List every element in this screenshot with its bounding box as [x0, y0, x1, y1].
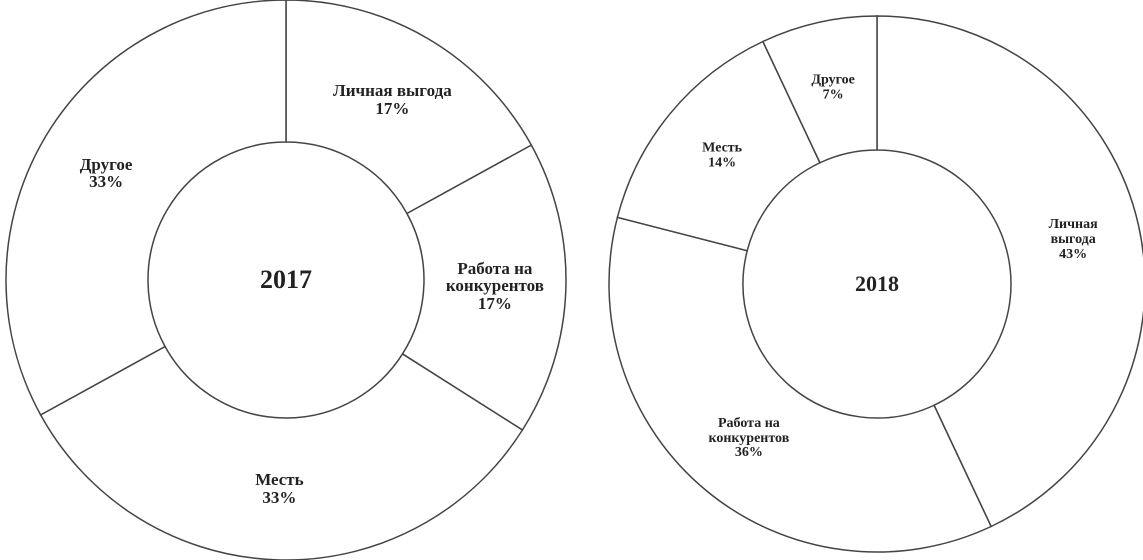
segment-label: Работа на конкурентов 17%: [430, 258, 560, 314]
donut-segment: [876, 15, 1143, 528]
segment-label: Другое 33%: [79, 154, 133, 192]
value-label: 33%: [89, 172, 124, 192]
donut-segment: [285, 0, 533, 215]
category-label: Личная выгода: [1048, 217, 1098, 247]
donut-segment: [401, 144, 567, 432]
donut-segment: [608, 216, 993, 553]
value-label: 36%: [734, 445, 763, 461]
value-label: 33%: [262, 487, 297, 507]
value-label: 43%: [1059, 246, 1088, 262]
chart-title: 2018: [855, 271, 899, 296]
category-label: Работа на конкурентов: [708, 415, 790, 446]
chart-title: 2017: [260, 265, 312, 294]
value-label: 14%: [708, 154, 737, 170]
category-label: Другое: [811, 72, 855, 88]
value-label: 17%: [375, 99, 410, 119]
category-label: Месть: [255, 470, 304, 490]
donut-segment: [616, 40, 821, 252]
segment-label: Другое 7%: [811, 72, 855, 102]
category-label: Работа на конкурентов: [445, 258, 544, 296]
donut-segment: [39, 345, 524, 560]
category-label: Личная выгода: [333, 81, 452, 101]
category-label: Месть: [702, 140, 743, 156]
value-label: 17%: [477, 294, 512, 314]
category-label: Другое: [79, 154, 133, 174]
segment-label: Месть 14%: [702, 140, 743, 170]
segment-label: Личная выгода 17%: [333, 82, 452, 118]
segment-label: Личная выгода 43%: [1038, 217, 1108, 262]
segment-label: Месть 33%: [255, 471, 303, 507]
value-label: 7%: [822, 86, 844, 102]
donut-segment: [761, 15, 878, 164]
segment-label: Работа на конкурентов 36%: [684, 415, 814, 461]
donut-segment: [5, 0, 287, 416]
